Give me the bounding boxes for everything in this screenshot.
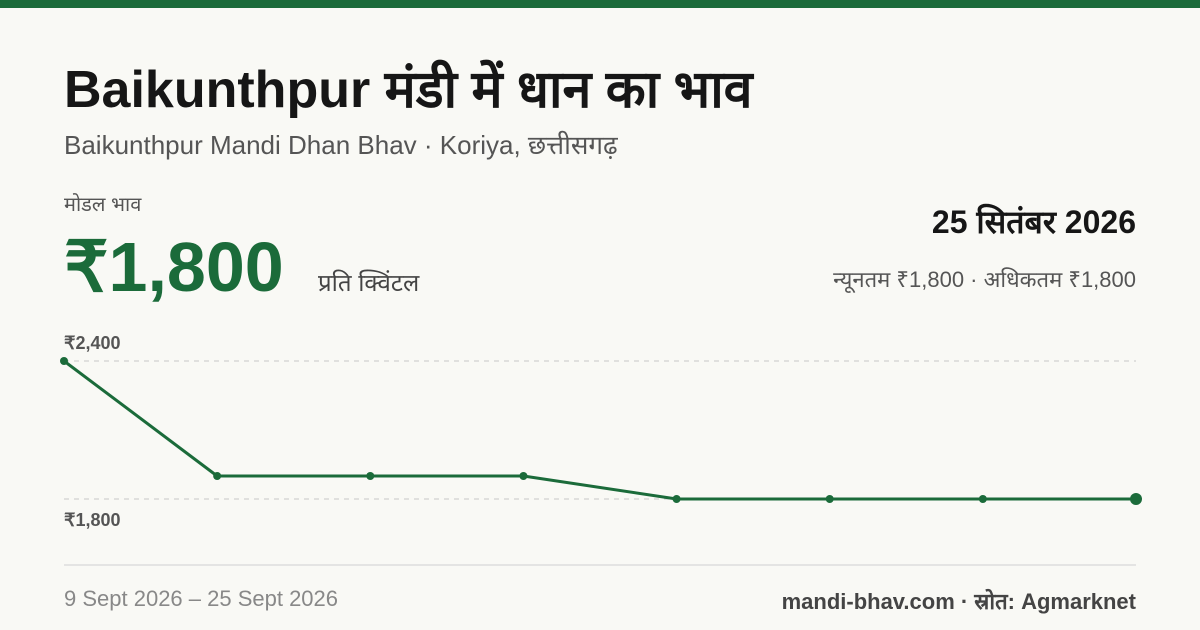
- title: Baikunthpur मंडी में धान का भाव: [64, 61, 753, 119]
- price-value: ₹1,800: [64, 228, 284, 306]
- y-tick-label: ₹2,400: [64, 333, 121, 353]
- line: [63, 359, 1136, 501]
- price-label: मोडल भाव: [64, 194, 142, 216]
- footer-source: mandi-bhav.com · स्रोत: Agmarknet: [781, 589, 1136, 614]
- point: [213, 472, 222, 480]
- point: [519, 472, 528, 480]
- y-tick-label: ₹1,800: [64, 510, 121, 530]
- price-unit: प्रति क्विंटल: [318, 270, 420, 297]
- point: [1130, 493, 1142, 505]
- point: [978, 495, 987, 503]
- point: [60, 357, 68, 365]
- price-range: न्यूनतम ₹1,800 · अधिकतम ₹1,800: [833, 267, 1136, 292]
- point: [366, 472, 375, 480]
- top-bar: [0, 0, 1200, 8]
- footer-period: 9 Sept 2026 – 25 Sept 2026: [64, 586, 339, 611]
- subtitle: Baikunthpur Mandi Dhan Bhav · Koriya, छत…: [64, 130, 618, 160]
- point: [672, 495, 681, 503]
- point: [825, 495, 834, 503]
- price-date: 25 सितंबर 2026: [931, 204, 1136, 240]
